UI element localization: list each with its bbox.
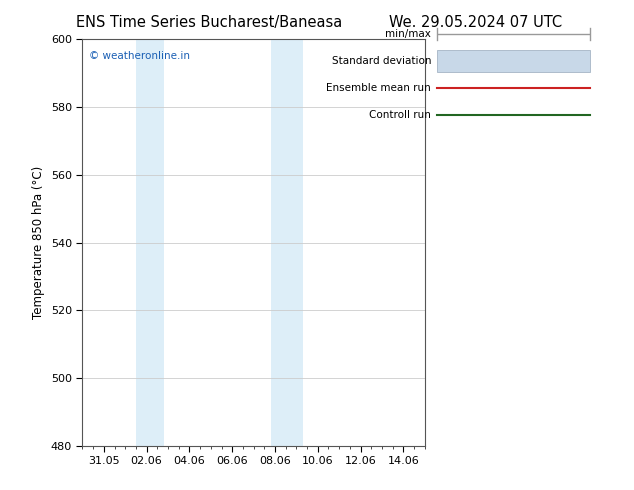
Bar bbox=[286, 39, 303, 446]
Y-axis label: Temperature 850 hPa (°C): Temperature 850 hPa (°C) bbox=[32, 166, 45, 319]
Text: Ensemble mean run: Ensemble mean run bbox=[327, 83, 431, 93]
Text: Controll run: Controll run bbox=[369, 110, 431, 120]
Bar bbox=[271, 39, 286, 446]
Bar bbox=[136, 39, 146, 446]
Text: min/max: min/max bbox=[385, 29, 431, 39]
Bar bbox=[146, 39, 164, 446]
Text: We. 29.05.2024 07 UTC: We. 29.05.2024 07 UTC bbox=[389, 15, 562, 30]
Text: ENS Time Series Bucharest/Baneasa: ENS Time Series Bucharest/Baneasa bbox=[76, 15, 342, 30]
Text: Standard deviation: Standard deviation bbox=[332, 56, 431, 66]
Text: © weatheronline.in: © weatheronline.in bbox=[89, 51, 190, 61]
